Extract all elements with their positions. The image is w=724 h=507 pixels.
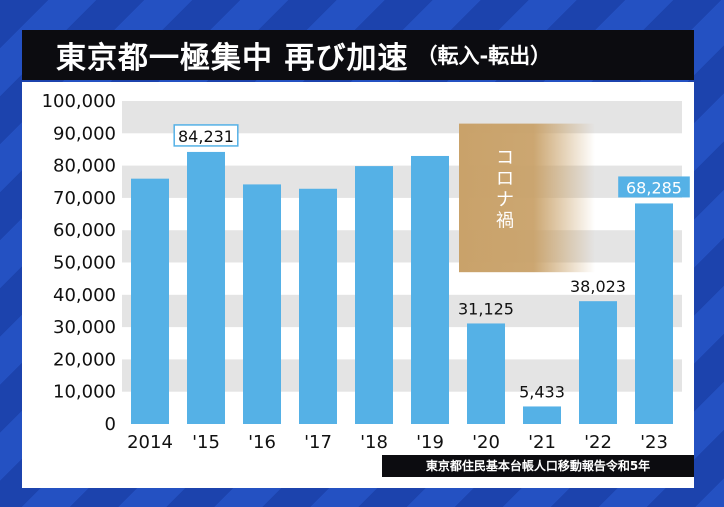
- covid-period-band: [459, 123, 595, 273]
- x-tick-label: '18: [360, 432, 388, 453]
- x-tick-label: '22: [584, 432, 612, 453]
- source-note: 東京都住民基本台帳人口移動報告令和5年: [382, 455, 694, 477]
- x-tick-label: '19: [416, 432, 444, 453]
- title-bar: 東京都一極集中 再び加速 （転入-転出）: [22, 30, 694, 80]
- bar-0: [131, 178, 169, 424]
- data-label: 84,231: [178, 127, 234, 146]
- bar-1: [187, 151, 225, 424]
- bar-chart: 0 10,000 20,000 30,000 40,000 50,000 60,000 70,…: [42, 91, 690, 453]
- y-tick-label: 20,000: [53, 349, 116, 370]
- y-tick-label: 60,000: [53, 220, 116, 241]
- bar-3: [299, 188, 337, 424]
- data-label: 31,125: [458, 299, 514, 318]
- y-tick-label: 100,000: [42, 91, 116, 112]
- data-label: 5,433: [519, 382, 565, 401]
- y-tick-label: 0: [105, 414, 116, 435]
- covid-label: コロナ禍: [496, 148, 514, 232]
- bar-7: [523, 406, 561, 424]
- y-tick-label: 50,000: [53, 253, 116, 274]
- x-tick-label: '23: [640, 432, 668, 453]
- bar-9: [635, 203, 673, 424]
- x-tick-label: '20: [472, 432, 500, 453]
- y-tick-label: 30,000: [53, 317, 116, 338]
- y-tick-label: 40,000: [53, 285, 116, 306]
- x-tick-label: '21: [528, 432, 556, 453]
- bar-6: [467, 323, 505, 424]
- x-tick-label: '17: [304, 432, 332, 453]
- x-tick-label: '16: [248, 432, 276, 453]
- y-tick-label: 10,000: [53, 382, 116, 403]
- chart-panel: 0 10,000 20,000 30,000 40,000 50,000 60,000 70,…: [22, 82, 694, 488]
- y-tick-label: 90,000: [53, 123, 116, 144]
- y-tick-label: 70,000: [53, 188, 116, 209]
- bar-8: [579, 301, 617, 424]
- chart-title: 東京都一極集中 再び加速: [56, 41, 409, 76]
- bar-5: [411, 155, 449, 424]
- x-tick-label: 2014: [127, 432, 173, 453]
- data-label: 38,023: [570, 277, 626, 296]
- data-label-box: [173, 124, 239, 147]
- chart-subtitle: （転入-転出）: [416, 44, 552, 68]
- data-label-box-highlight: [618, 176, 690, 198]
- bar-4: [355, 166, 393, 424]
- bar-2: [243, 184, 281, 424]
- data-label: 68,285: [626, 178, 682, 197]
- y-tick-label: 80,000: [53, 156, 116, 177]
- x-tick-label: '15: [192, 432, 220, 453]
